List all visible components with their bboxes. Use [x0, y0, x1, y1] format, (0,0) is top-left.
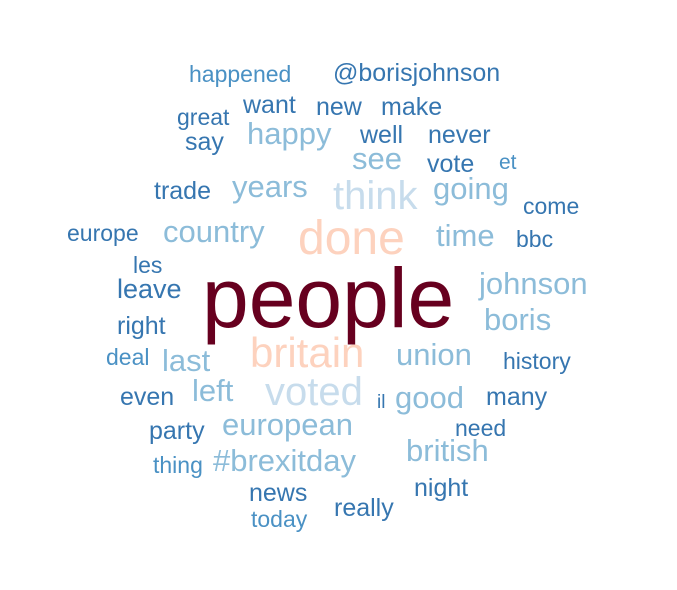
cloud-word-johnson: johnson	[479, 266, 588, 302]
cloud-word-think: think	[333, 174, 418, 218]
cloud-word-see: see	[352, 141, 402, 177]
cloud-word-new: new	[316, 92, 362, 121]
cloud-word-boris: boris	[484, 302, 552, 338]
cloud-word-et: et	[499, 151, 517, 175]
cloud-word-years: years	[232, 169, 308, 205]
cloud-word-make: make	[381, 92, 443, 121]
cloud-word-time: time	[436, 218, 495, 254]
cloud-word-right: right	[117, 311, 166, 340]
cloud-word-great: great	[177, 104, 230, 131]
cloud-word-bbc: bbc	[516, 226, 554, 253]
cloud-word-never: never	[428, 120, 491, 149]
cloud-word-people: people	[202, 251, 455, 346]
cloud-word-leave: leave	[117, 273, 182, 304]
cloud-word-want: want	[243, 90, 296, 119]
cloud-word-british: british	[406, 433, 489, 469]
cloud-word-news: news	[249, 478, 308, 507]
cloud-word-come: come	[523, 193, 580, 220]
cloud-word-borisjohnson: @borisjohnson	[333, 58, 501, 87]
cloud-word-voted: voted	[265, 370, 363, 414]
cloud-word-going: going	[433, 171, 509, 207]
cloud-word-vote: vote	[427, 149, 475, 178]
cloud-word-brexitday: #brexitday	[213, 443, 357, 479]
cloud-word-history: history	[503, 348, 571, 375]
cloud-word-well: well	[360, 120, 404, 149]
cloud-word-really: really	[334, 493, 394, 522]
cloud-word-good: good	[395, 380, 464, 416]
cloud-word-les: les	[133, 252, 163, 279]
cloud-word-party: party	[149, 416, 205, 445]
cloud-word-european: european	[222, 407, 354, 443]
cloud-word-thing: thing	[153, 452, 203, 479]
cloud-word-trade: trade	[154, 176, 211, 205]
cloud-word-last: last	[162, 343, 211, 379]
cloud-word-deal: deal	[106, 344, 150, 371]
cloud-word-happened: happened	[189, 61, 292, 88]
cloud-word-say: say	[185, 127, 224, 156]
cloud-word-need: need	[455, 415, 507, 442]
cloud-word-done: done	[298, 211, 405, 265]
cloud-word-europe: europe	[67, 220, 139, 247]
cloud-word-left: left	[192, 373, 234, 409]
cloud-word-union: union	[396, 337, 472, 373]
cloud-word-today: today	[251, 506, 308, 533]
cloud-word-britain: britain	[250, 329, 365, 377]
cloud-word-country: country	[163, 214, 265, 250]
cloud-word-night: night	[414, 473, 469, 502]
cloud-word-even: even	[120, 382, 175, 411]
cloud-word-happy: happy	[247, 116, 332, 152]
cloud-word-many: many	[486, 382, 548, 411]
cloud-word-il: il	[377, 391, 386, 413]
